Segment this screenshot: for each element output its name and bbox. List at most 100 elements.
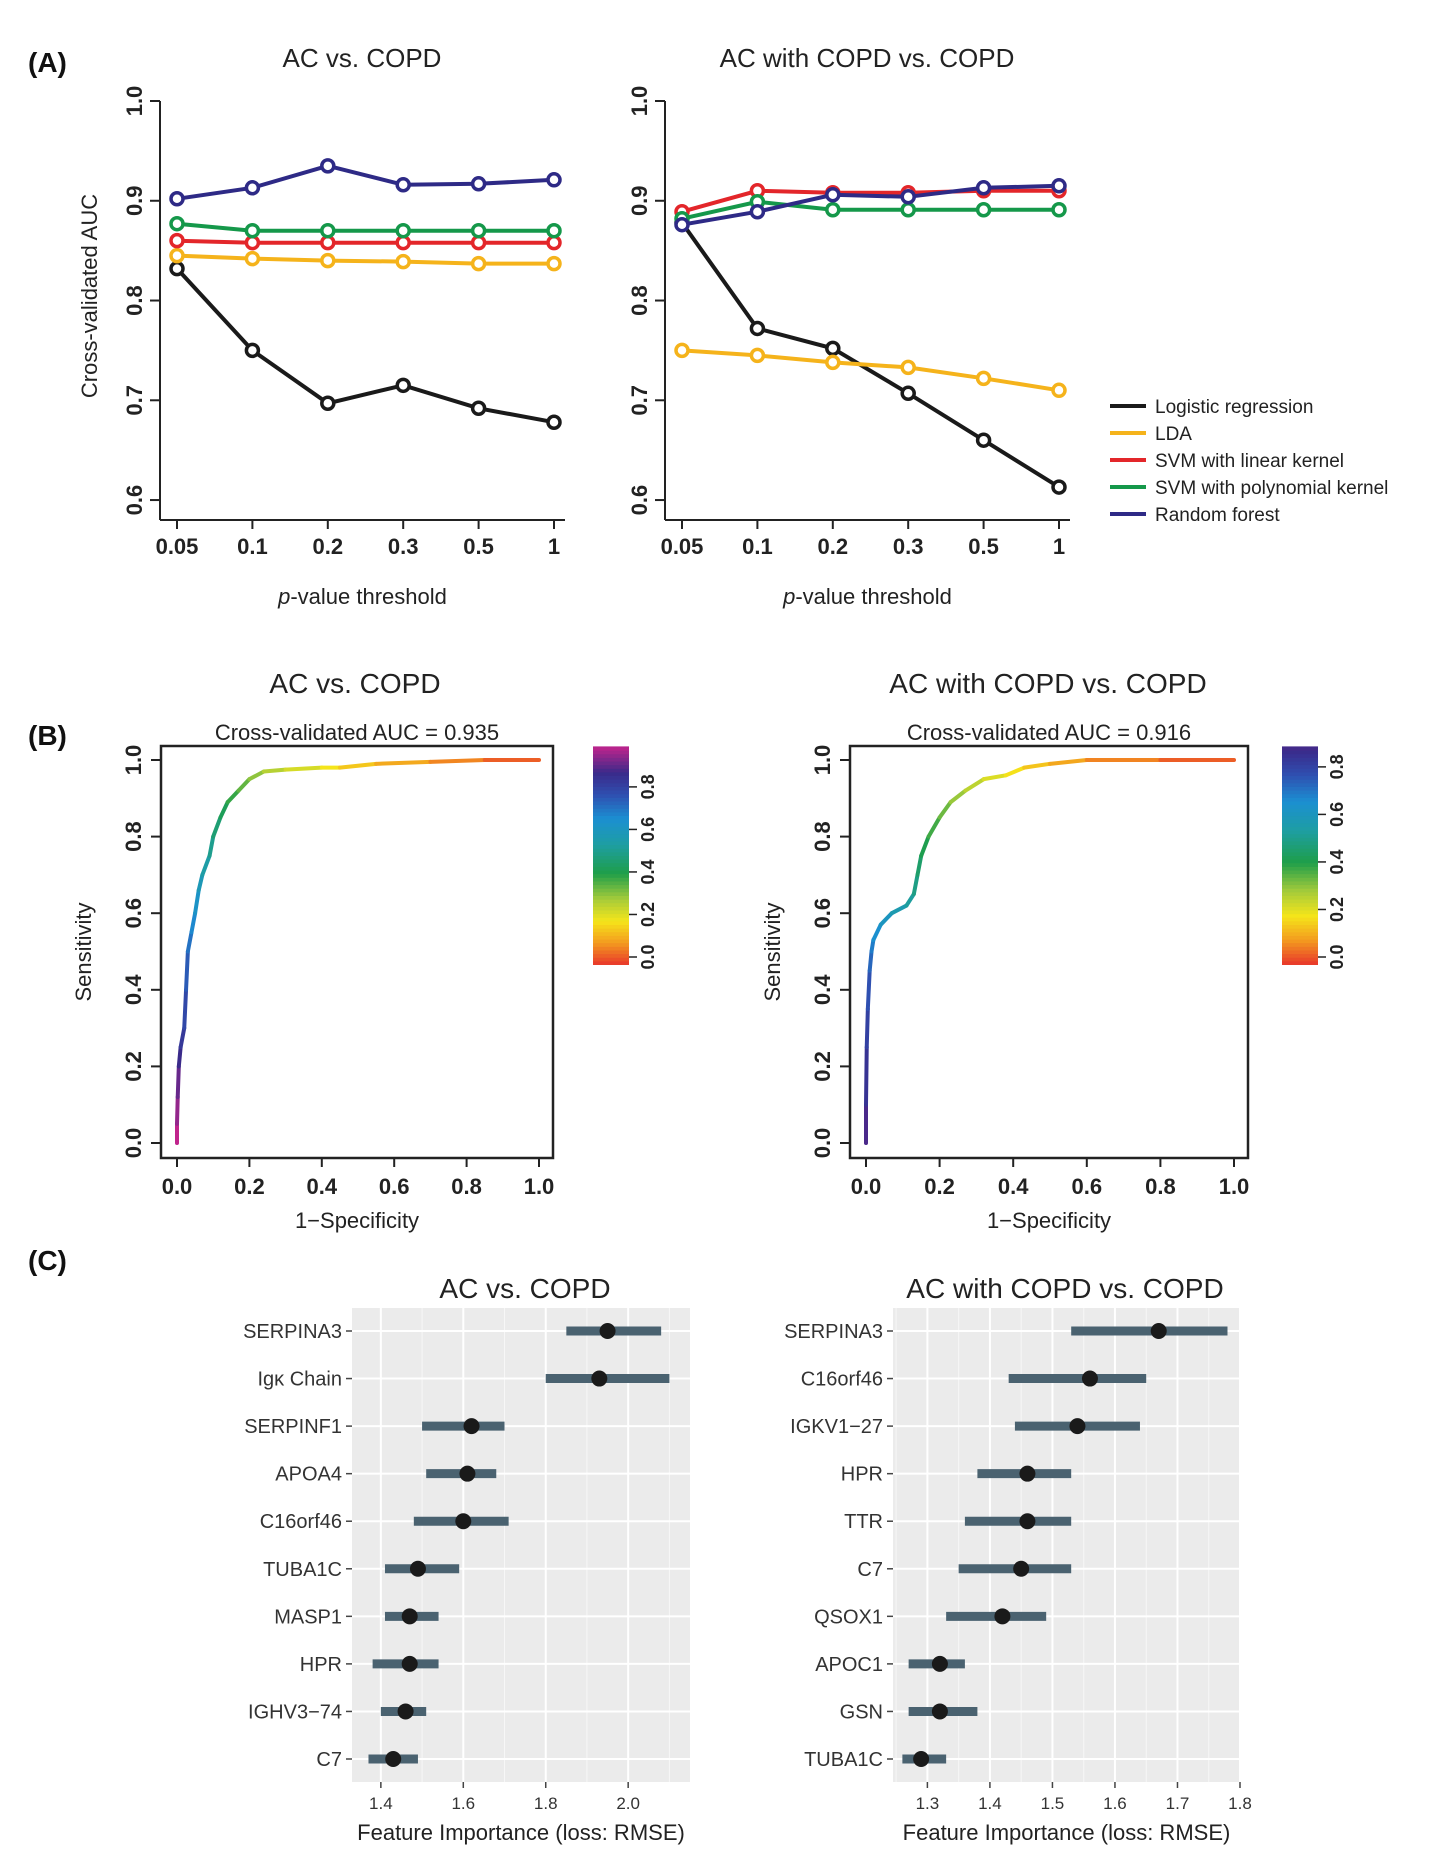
point-logistic-regression (470, 400, 487, 417)
x-axis-label: Feature Importance (loss: RMSE) (903, 1820, 1231, 1845)
roc-segment (185, 930, 194, 954)
colorbar-band (1282, 779, 1318, 784)
importance-point-serpina3 (1150, 1323, 1167, 1339)
roc-segment (189, 911, 198, 935)
colorbar-band (1282, 826, 1318, 831)
point-logistic-regression (1051, 479, 1067, 495)
colorbar-band (1282, 938, 1318, 944)
colorbar-band (593, 957, 629, 962)
colorbar-band (1282, 822, 1318, 827)
x-axis-label: 1−Specificity (295, 1208, 419, 1233)
panel-label-a: (A) (28, 47, 67, 78)
roc-segment (176, 1045, 183, 1069)
chart-ac-with-copd-vs-copd-auc: AC with COPD vs. COPD 0.6 0.7 0.8 0.9 1.0 0.05… (627, 43, 1388, 609)
colorbar-band (1282, 829, 1318, 835)
roc-segment (878, 911, 894, 927)
y-tick-label: 0.8 (122, 285, 147, 316)
colorbar-band (1282, 880, 1318, 886)
roc-segment (225, 788, 241, 805)
x-tick-label: 0.5 (968, 534, 999, 559)
y-tick-label: 0.2 (121, 1051, 146, 1082)
colorbar-band (593, 800, 629, 806)
colorbar-band (593, 768, 629, 773)
importance-point-tuba1c (409, 1560, 426, 1577)
colorbar-band (1282, 768, 1318, 773)
y-tick-label: 0.7 (122, 385, 147, 416)
chart-title: AC vs. COPD (439, 1273, 610, 1304)
colorbar-band (593, 750, 629, 755)
chart-ac-with-copd-vs-copd-importance: AC with COPD vs. COPD 1.3 1.4 1.5 1.6 1.7 1.8 S… (784, 1273, 1252, 1845)
colorbar-band (1282, 746, 1318, 751)
x-axis-label-rest: -value threshold (795, 584, 952, 609)
point-random-forest (900, 189, 916, 205)
point-logistic-regression (749, 320, 766, 337)
importance-point-gsn (931, 1703, 948, 1720)
roc-segment (337, 761, 379, 770)
colorbar-band (593, 906, 629, 911)
feature-label: C16orf46 (801, 1369, 883, 1391)
plot-frame (159, 744, 555, 1160)
roc-segment (236, 777, 252, 793)
chart-title: AC vs. COPD (283, 43, 442, 73)
colorbar-band (1282, 942, 1318, 947)
x-axis-label-italic: p (277, 584, 290, 609)
colorbar-band (1282, 960, 1318, 965)
point-svm-with-polynomial-kernel (900, 201, 916, 218)
importance-point-masp1 (401, 1608, 418, 1625)
y-tick-label: 1.0 (810, 745, 835, 776)
colorbar-band (1282, 928, 1318, 933)
colorbar-band (593, 895, 629, 900)
y-tick-label: 0.4 (121, 974, 146, 1005)
x-tick-label: 0.6 (1072, 1174, 1103, 1199)
roc-segment (428, 758, 487, 764)
point-lda (900, 359, 916, 376)
colorbar-band (593, 848, 629, 853)
y-tick-label: 1.0 (122, 86, 147, 117)
series-line-lda (176, 253, 554, 266)
colorbar-band (593, 866, 629, 871)
importance-point-apoc1 (931, 1655, 948, 1672)
roc-segment (911, 872, 920, 897)
legend-label-svm-with-polynomial-kernel: SVM with polynomial kernel (1155, 478, 1388, 499)
plot-background (352, 1308, 690, 1782)
colorbar-band (593, 793, 629, 798)
colorbar-tick-label: 0.4 (638, 859, 658, 884)
feature-label: IGHV3−74 (248, 1701, 342, 1723)
colorbar-band (593, 804, 629, 809)
roc-segment (1003, 765, 1027, 778)
importance-point-ighv3-74 (397, 1703, 414, 1720)
x-tick-label: 0.1 (237, 534, 268, 559)
roc-segment (196, 872, 205, 893)
colorbar-band (1282, 931, 1318, 936)
x-tick-label: 0.1 (742, 534, 773, 559)
y-tick-label: 0.9 (122, 185, 147, 216)
colorbar-band (1282, 855, 1318, 860)
y-tick-label: 0.6 (122, 485, 147, 516)
x-axis-label-italic: p (782, 584, 795, 609)
colorbar-band (1282, 771, 1318, 777)
series-line-logistic-regression (680, 221, 1061, 489)
point-lda (825, 354, 841, 371)
colorbar-band (593, 928, 629, 933)
y-axis-label: Sensitivity (71, 902, 96, 1001)
point-random-forest (825, 187, 841, 203)
roc-segment (184, 949, 190, 992)
roc-segment (1048, 758, 1089, 766)
colorbar-band (1282, 793, 1318, 798)
x-tick-label: 0.05 (661, 534, 704, 559)
colorbar-band (593, 844, 629, 849)
colorbar-band (593, 753, 629, 758)
importance-point-c7 (385, 1751, 402, 1767)
chart-ac-vs-copd-importance: AC vs. COPD 1.4 1.6 1.8 2.0 SERPINA3 Igκ Chain… (243, 1273, 690, 1845)
point-random-forest (1051, 178, 1067, 194)
importance-point-hpr (401, 1655, 418, 1672)
y-tick-label: 1.0 (627, 86, 652, 117)
point-svm-with-polynomial-kernel (395, 222, 411, 239)
x-tick-label: 1 (1053, 534, 1065, 559)
x-tick-label: 0.4 (998, 1174, 1029, 1199)
x-tick-label: 1.3 (916, 1794, 940, 1813)
roc-segment (374, 759, 433, 766)
colorbar-band (1282, 946, 1318, 951)
colorbar-band (593, 808, 629, 813)
